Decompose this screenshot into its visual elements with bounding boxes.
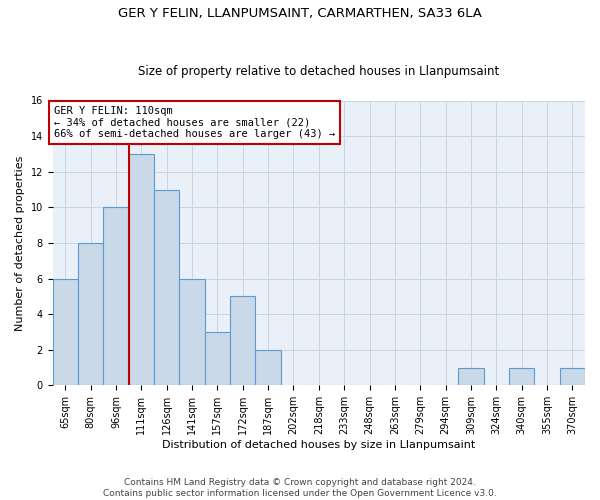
Bar (103, 208, 129, 386)
Bar (256, 350, 281, 386)
Bar (78, 243, 103, 386)
Bar (560, 368, 585, 386)
Text: GER Y FELIN: 110sqm
← 34% of detached houses are smaller (22)
66% of semi-detach: GER Y FELIN: 110sqm ← 34% of detached ho… (54, 106, 335, 139)
Bar (230, 296, 256, 386)
X-axis label: Distribution of detached houses by size in Llanpumsaint: Distribution of detached houses by size … (162, 440, 475, 450)
Text: GER Y FELIN, LLANPUMSAINT, CARMARTHEN, SA33 6LA: GER Y FELIN, LLANPUMSAINT, CARMARTHEN, S… (118, 8, 482, 20)
Title: Size of property relative to detached houses in Llanpumsaint: Size of property relative to detached ho… (138, 66, 499, 78)
Bar (179, 278, 205, 386)
Text: Contains HM Land Registry data © Crown copyright and database right 2024.
Contai: Contains HM Land Registry data © Crown c… (103, 478, 497, 498)
Y-axis label: Number of detached properties: Number of detached properties (15, 155, 25, 330)
Bar (53, 278, 78, 386)
Bar (205, 332, 230, 386)
Bar (458, 368, 484, 386)
Bar (509, 368, 535, 386)
Bar (129, 154, 154, 386)
Bar (154, 190, 179, 386)
